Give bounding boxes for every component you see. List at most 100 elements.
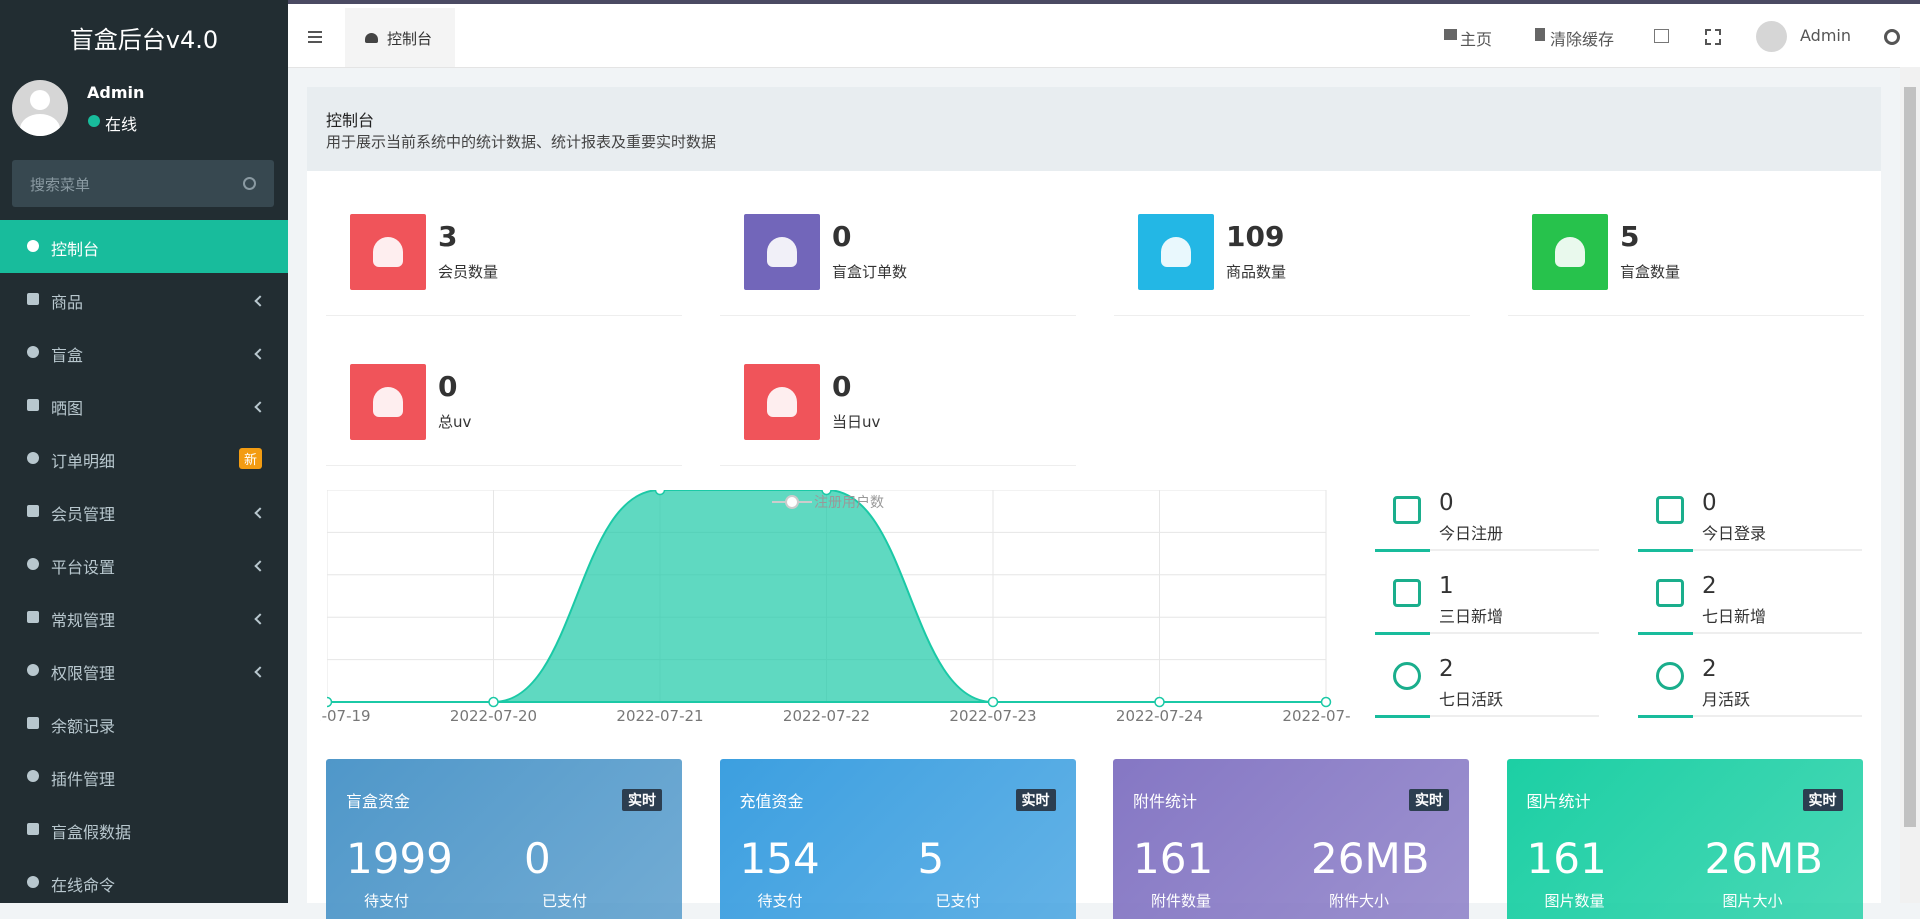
header: 控制台 主页 清除缓存 Admin <box>288 4 1920 68</box>
header-user[interactable]: Admin <box>1800 26 1851 45</box>
menu-item[interactable]: 订单明细 新 <box>0 432 288 485</box>
sidebar: 盲盒后台v4.0 Admin 在线 搜索菜单 控制台 商品 盲盒 晒图 订单明细 新会员管… <box>0 0 288 903</box>
fullscreen-icon[interactable] <box>1705 29 1721 45</box>
menu-label: 常规管理 <box>51 611 116 630</box>
menu-icon <box>27 876 39 888</box>
tab[interactable]: 控制台 <box>345 8 455 67</box>
user-stat-label: 七日活跃 <box>1439 690 1504 709</box>
card-title: 附件统计 <box>1133 792 1198 811</box>
user-stat-divider <box>1375 715 1599 717</box>
area <box>327 490 1326 703</box>
menu-arrow <box>254 348 266 360</box>
lang-icon[interactable] <box>1654 29 1669 43</box>
settings-icon[interactable] <box>1884 29 1900 45</box>
user-stat-divider <box>1638 632 1862 634</box>
menu-toggle[interactable] <box>308 31 322 33</box>
x-tick-label: 2022-07-22 <box>783 707 870 725</box>
x-tick-label: 2022-07-20 <box>450 707 537 725</box>
point <box>1154 696 1165 708</box>
user-stat-value: 0 <box>1702 490 1717 516</box>
card: 盲盒资金 实时 1999 待支付 0 已支付 <box>326 759 682 919</box>
menu-label: 在线命令 <box>51 876 116 895</box>
stat-value: 109 <box>1226 220 1285 253</box>
menu-label: 订单明细 <box>51 452 116 471</box>
card-value: 26MB <box>1311 834 1430 883</box>
menu-item[interactable]: 权限管理 <box>0 644 288 697</box>
menu-icon <box>27 240 39 252</box>
stat-value: 0 <box>832 370 852 403</box>
menu-item[interactable]: 平台设置 <box>0 538 288 591</box>
user-stat-accent <box>1638 632 1693 635</box>
menu-item[interactable]: 在线命令 <box>0 856 288 909</box>
menu-label: 插件管理 <box>51 770 116 789</box>
x-tick-label: 2022-07-23 <box>949 707 1036 725</box>
menu-arrow <box>254 613 266 625</box>
user-stat-value: 2 <box>1439 656 1454 682</box>
user-stat-label: 七日新增 <box>1702 607 1767 626</box>
menu-item[interactable]: 控制台 <box>0 220 288 273</box>
stat-value: 0 <box>438 370 458 403</box>
user-stat-divider <box>1375 632 1599 634</box>
x-tick-label: 2022-07-24 <box>1116 707 1203 725</box>
card-label: 已支付 <box>542 892 588 910</box>
card-label: 附件数量 <box>1151 892 1212 910</box>
menu-icon <box>27 558 39 570</box>
menu-item[interactable]: 盲盒 <box>0 326 288 379</box>
user-stat-label: 今日登录 <box>1702 524 1767 543</box>
scrollbar[interactable] <box>1900 67 1920 903</box>
menu-icon <box>27 770 39 782</box>
icon-glyph <box>767 387 797 417</box>
menu-icon <box>27 611 39 623</box>
user-stat-value: 2 <box>1702 573 1717 599</box>
card-value: 154 <box>739 834 820 883</box>
menu-icon <box>27 346 39 358</box>
user-stat-divider <box>1638 549 1862 551</box>
user-stat-accent <box>1375 549 1430 552</box>
icon-glyph <box>767 237 797 267</box>
header-link[interactable]: 主页 <box>1460 30 1493 49</box>
stat-label: 当日uv <box>832 413 881 431</box>
icon-glyph <box>1555 237 1585 267</box>
menu-label: 余额记录 <box>51 717 116 736</box>
menu-item[interactable]: 余额记录 <box>0 697 288 750</box>
card-value: 0 <box>524 834 551 883</box>
user-name: Admin <box>87 83 145 102</box>
status-dot <box>88 115 100 127</box>
menu-item[interactable]: 盲盒假数据 <box>0 803 288 856</box>
card-label: 附件大小 <box>1329 892 1390 910</box>
menu-label: 会员管理 <box>51 505 116 524</box>
point <box>821 490 832 496</box>
content-description: 用于展示当前系统中的统计数据、统计报表及重要实时数据 <box>326 133 717 151</box>
user-stat-value: 0 <box>1439 490 1454 516</box>
menu-item[interactable]: 会员管理 <box>0 485 288 538</box>
search-icon <box>243 177 256 190</box>
menu-item[interactable]: 商品 <box>0 273 288 326</box>
header-link[interactable]: 清除缓存 <box>1550 30 1615 49</box>
card-title: 充值资金 <box>739 792 804 811</box>
user-stat-accent <box>1638 715 1693 718</box>
menu-icon <box>27 717 39 729</box>
user-stat-icon <box>1656 496 1684 524</box>
card-badge: 实时 <box>1409 789 1449 811</box>
menu-item[interactable]: 插件管理 <box>0 750 288 803</box>
user-stat-accent <box>1375 715 1430 718</box>
card-label: 图片大小 <box>1722 892 1783 910</box>
card-value: 161 <box>1526 834 1607 883</box>
user-stat-divider <box>1638 715 1862 717</box>
card-badge: 实时 <box>1015 789 1056 811</box>
menu-item[interactable]: 晒图 <box>0 379 288 432</box>
stat-value: 5 <box>1620 220 1640 253</box>
icon-glyph <box>373 387 403 417</box>
content-header: 控制台 用于展示当前系统中的统计数据、统计报表及重要实时数据 <box>307 87 1881 171</box>
menu-item[interactable]: 常规管理 <box>0 591 288 644</box>
stat-divider <box>326 315 682 316</box>
search-box[interactable]: 搜索菜单 <box>12 160 274 207</box>
menu-label: 控制台 <box>51 240 100 259</box>
user-stat-icon <box>1656 579 1684 607</box>
icon-glyph <box>1161 237 1191 267</box>
menu-label: 商品 <box>51 293 84 312</box>
menu-arrow <box>254 560 266 572</box>
x-tick-label: 2022-07-25 <box>1282 707 1350 725</box>
stat-label: 盲盒订单数 <box>832 263 908 281</box>
card-value: 5 <box>917 834 945 883</box>
